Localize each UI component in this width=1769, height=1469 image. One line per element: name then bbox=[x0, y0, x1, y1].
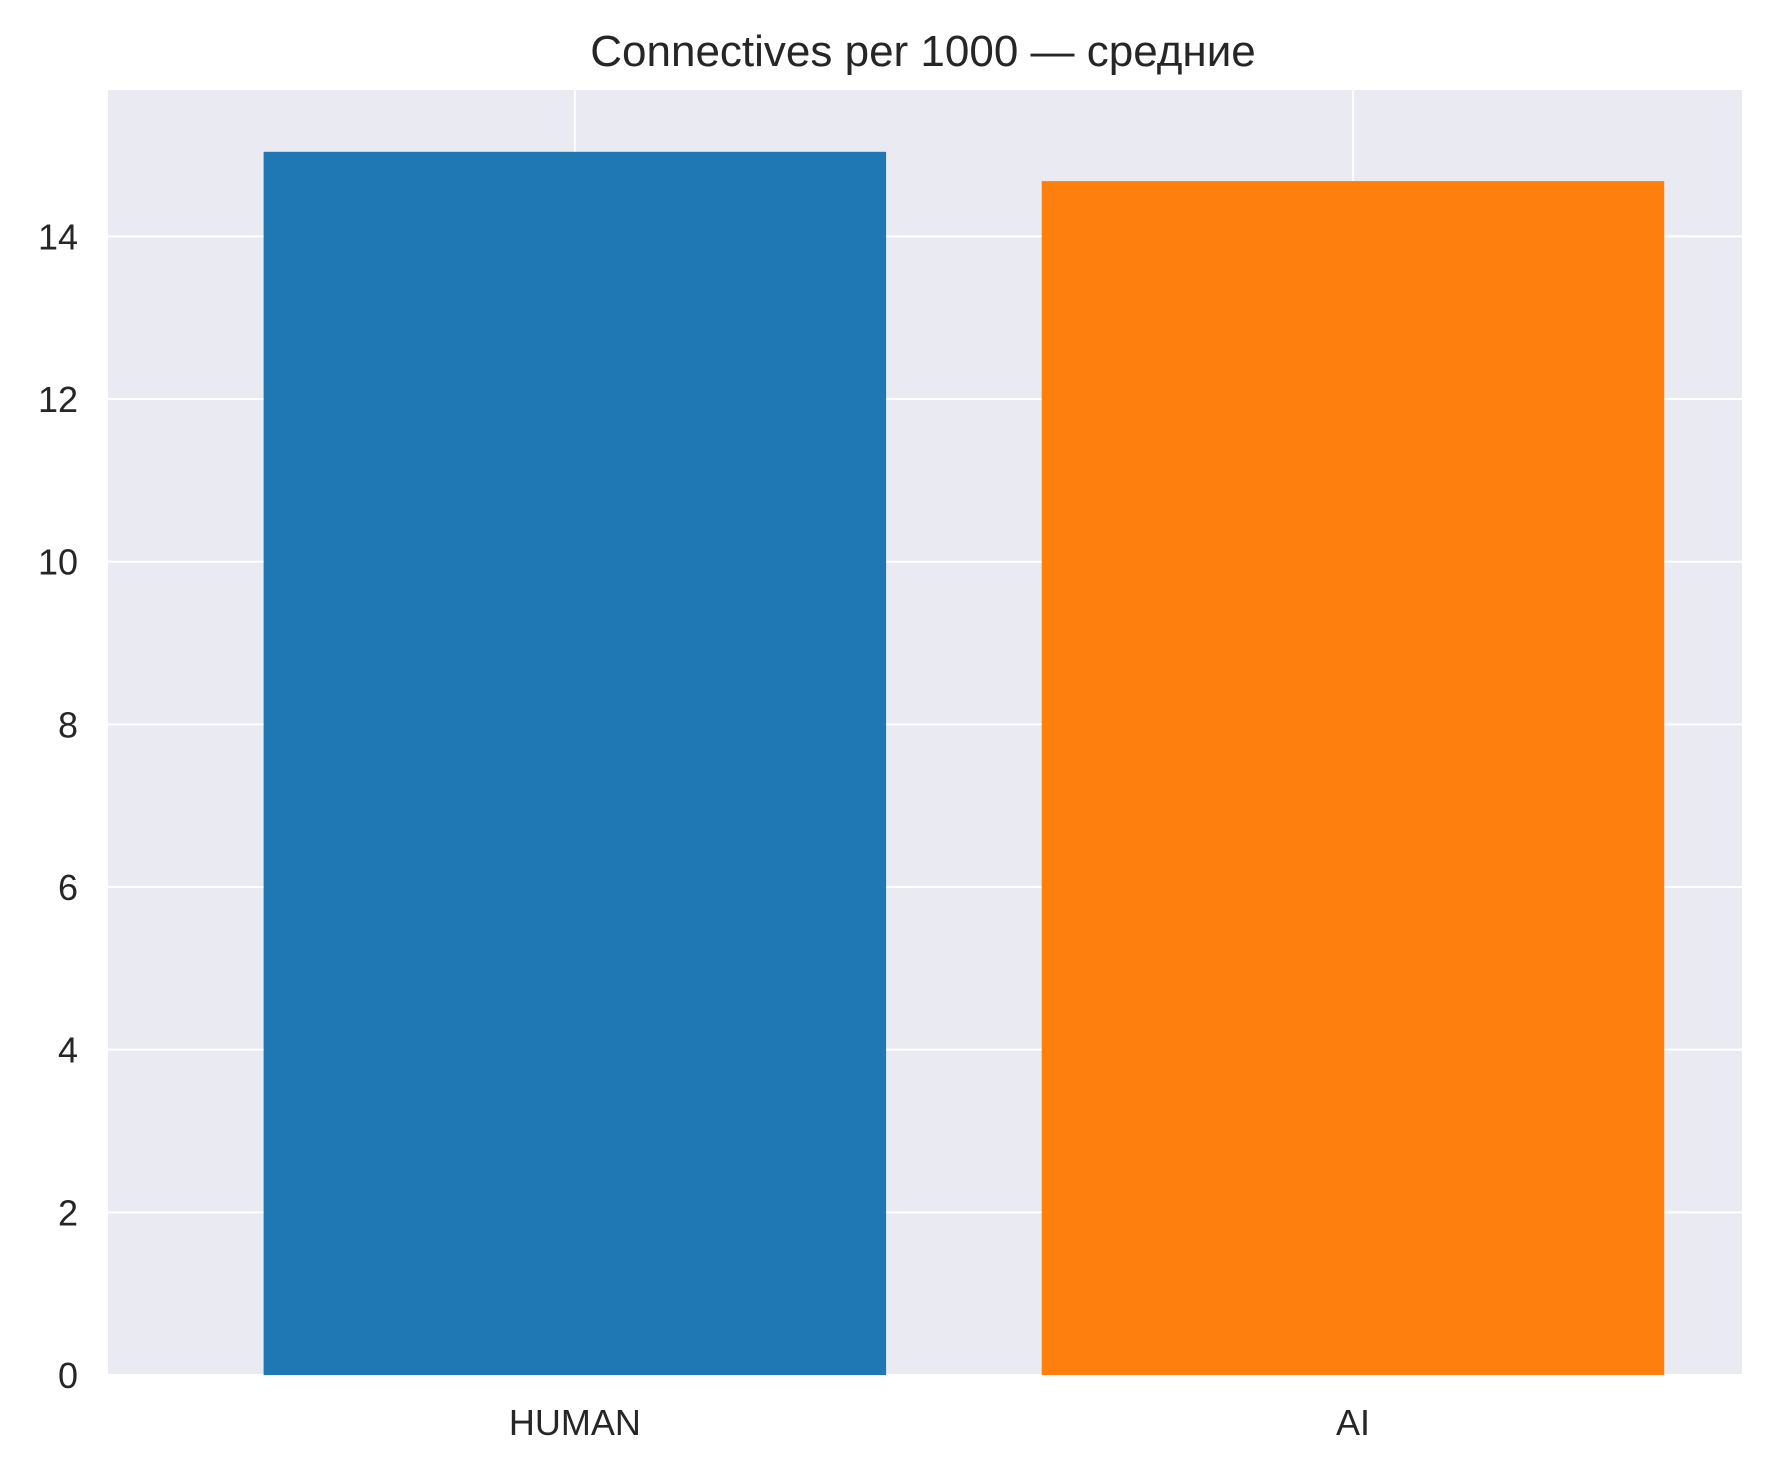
y-tick-label: 4 bbox=[58, 1030, 78, 1071]
bar-ai bbox=[1041, 181, 1665, 1375]
y-axis-ticks: 0 2 4 6 8 10 12 14 bbox=[38, 216, 78, 1396]
bar-human bbox=[263, 151, 887, 1376]
x-tick-label: HUMAN bbox=[509, 1402, 641, 1443]
y-tick-label: 8 bbox=[58, 704, 78, 745]
y-tick-label: 2 bbox=[58, 1192, 78, 1233]
y-tick-label: 12 bbox=[38, 379, 78, 420]
y-tick-label: 14 bbox=[38, 216, 78, 257]
y-tick-label: 0 bbox=[58, 1355, 78, 1396]
x-tick-label: AI bbox=[1336, 1402, 1370, 1443]
y-tick-label: 10 bbox=[38, 542, 78, 583]
y-tick-label: 6 bbox=[58, 867, 78, 908]
chart-title: Connectives per 1000 — средние bbox=[590, 27, 1256, 76]
bars bbox=[263, 151, 1665, 1376]
x-axis-ticks: HUMAN AI bbox=[509, 1402, 1370, 1443]
